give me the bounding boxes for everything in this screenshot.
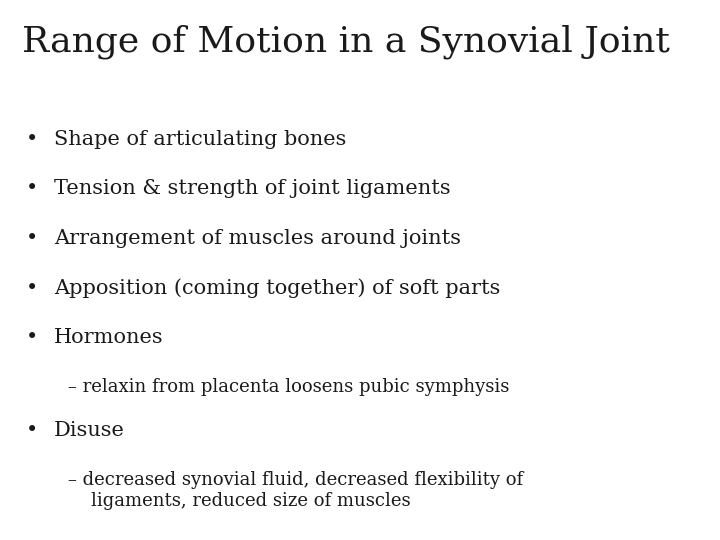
- Text: •: •: [26, 179, 39, 198]
- Text: Apposition (coming together) of soft parts: Apposition (coming together) of soft par…: [54, 279, 500, 298]
- Text: •: •: [26, 328, 39, 347]
- Text: – decreased synovial fluid, decreased flexibility of
    ligaments, reduced size: – decreased synovial fluid, decreased fl…: [68, 471, 523, 510]
- Text: Disuse: Disuse: [54, 421, 125, 440]
- Text: •: •: [26, 279, 39, 298]
- Text: •: •: [26, 421, 39, 440]
- Text: Hormones: Hormones: [54, 328, 163, 347]
- Text: Arrangement of muscles around joints: Arrangement of muscles around joints: [54, 229, 461, 248]
- Text: Range of Motion in a Synovial Joint: Range of Motion in a Synovial Joint: [22, 24, 670, 59]
- Text: •: •: [26, 130, 39, 148]
- Text: – relaxin from placenta loosens pubic symphysis: – relaxin from placenta loosens pubic sy…: [68, 378, 510, 396]
- Text: •: •: [26, 229, 39, 248]
- Text: Tension & strength of joint ligaments: Tension & strength of joint ligaments: [54, 179, 451, 198]
- Text: Shape of articulating bones: Shape of articulating bones: [54, 130, 346, 148]
